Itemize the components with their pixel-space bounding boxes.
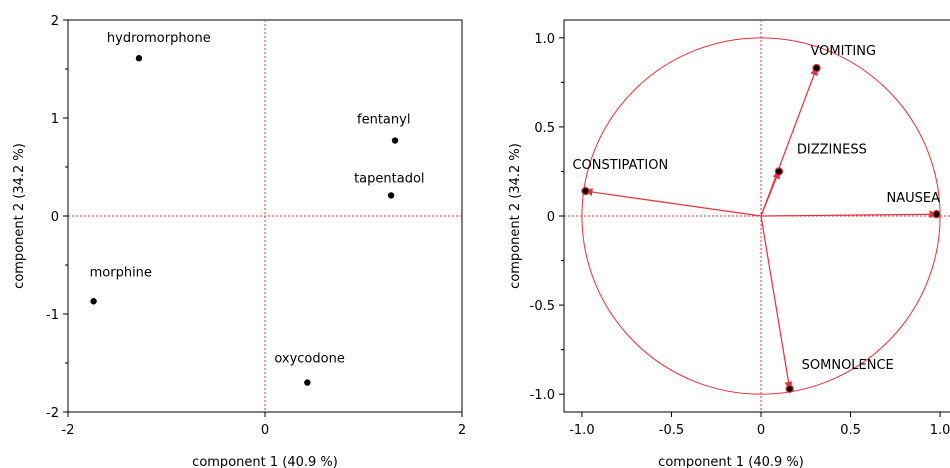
loading-point-VOMITING — [812, 63, 821, 73]
loadings-correlation-circle: -1.0 -0.5 0 0.5 1.0 -1.0 -0.5 0 0.5 1.0 component … — [508, 19, 950, 468]
data-point-morphine — [90, 298, 97, 305]
y-tick-label: -1 — [46, 308, 59, 323]
scores-plot: -2 0 2 -2 -1 0 1 2 component 1 (40.9 %) component… — [12, 14, 466, 468]
loading-arrow-VOMITING — [760, 67, 818, 217]
data-point-fentanyl — [391, 137, 399, 144]
point-label-morphine: morphine — [90, 265, 152, 280]
x-tick-label: -2 — [62, 423, 75, 438]
y-tick-label: 2 — [51, 14, 59, 29]
x-tick-label: 2 — [458, 423, 466, 438]
point-label-hydromorphone: hydromorphone — [107, 31, 211, 46]
loading-label-CONSTIPATION: CONSTIPATION — [572, 158, 668, 173]
x-axis-label: component 1 (40.9 %) — [658, 455, 804, 468]
point-label-fentanyl: fentanyl — [357, 113, 410, 128]
data-point-tapentadol — [387, 192, 395, 199]
loading-arrow-CONSTIPATION — [584, 188, 762, 217]
loading-point-SOMNOLENCE — [785, 384, 794, 394]
data-point-hydromorphone — [135, 55, 143, 62]
y-tick-label: -0.5 — [530, 299, 555, 314]
x-tick-label: 0 — [261, 423, 269, 438]
loading-label-VOMITING: VOMITING — [811, 44, 877, 59]
y-tick-label: 1 — [51, 112, 59, 127]
loading-point-NAUSEA — [932, 210, 941, 219]
x-tick-label: -1.0 — [569, 423, 594, 438]
x-tick-label: 0 — [757, 423, 765, 438]
loading-arrow-SOMNOLENCE — [760, 215, 793, 390]
loading-arrow-NAUSEA — [760, 210, 938, 219]
loading-label-NAUSEA: NAUSEA — [887, 191, 941, 206]
point-label-oxycodone: oxycodone — [274, 352, 344, 367]
y-tick-label: 0.5 — [534, 121, 555, 136]
x-axis-label: component 1 (40.9 %) — [192, 455, 338, 468]
loading-arrow-DIZZINESS — [760, 170, 781, 217]
y-tick-label: -2 — [46, 406, 59, 421]
x-tick-label: 0.5 — [840, 423, 861, 438]
loading-label-SOMNOLENCE: SOMNOLENCE — [802, 358, 894, 373]
y-axis-label: component 2 (34.2 %) — [12, 143, 27, 289]
y-tick-label: 0 — [51, 210, 59, 225]
y-tick-label: 1.0 — [534, 32, 555, 47]
loading-label-DIZZINESS: DIZZINESS — [797, 142, 867, 157]
loading-point-DIZZINESS — [774, 167, 784, 176]
x-tick-label: -0.5 — [659, 423, 684, 438]
y-tick-label: 0 — [547, 210, 555, 225]
data-point-oxycodone — [304, 379, 311, 386]
y-tick-label: -1.0 — [530, 388, 555, 403]
point-label-tapentadol: tapentadol — [354, 171, 424, 186]
loading-point-CONSTIPATION — [581, 186, 590, 196]
y-axis-label: component 2 (34.2 %) — [508, 143, 523, 289]
x-tick-label: 1.0 — [930, 423, 950, 438]
